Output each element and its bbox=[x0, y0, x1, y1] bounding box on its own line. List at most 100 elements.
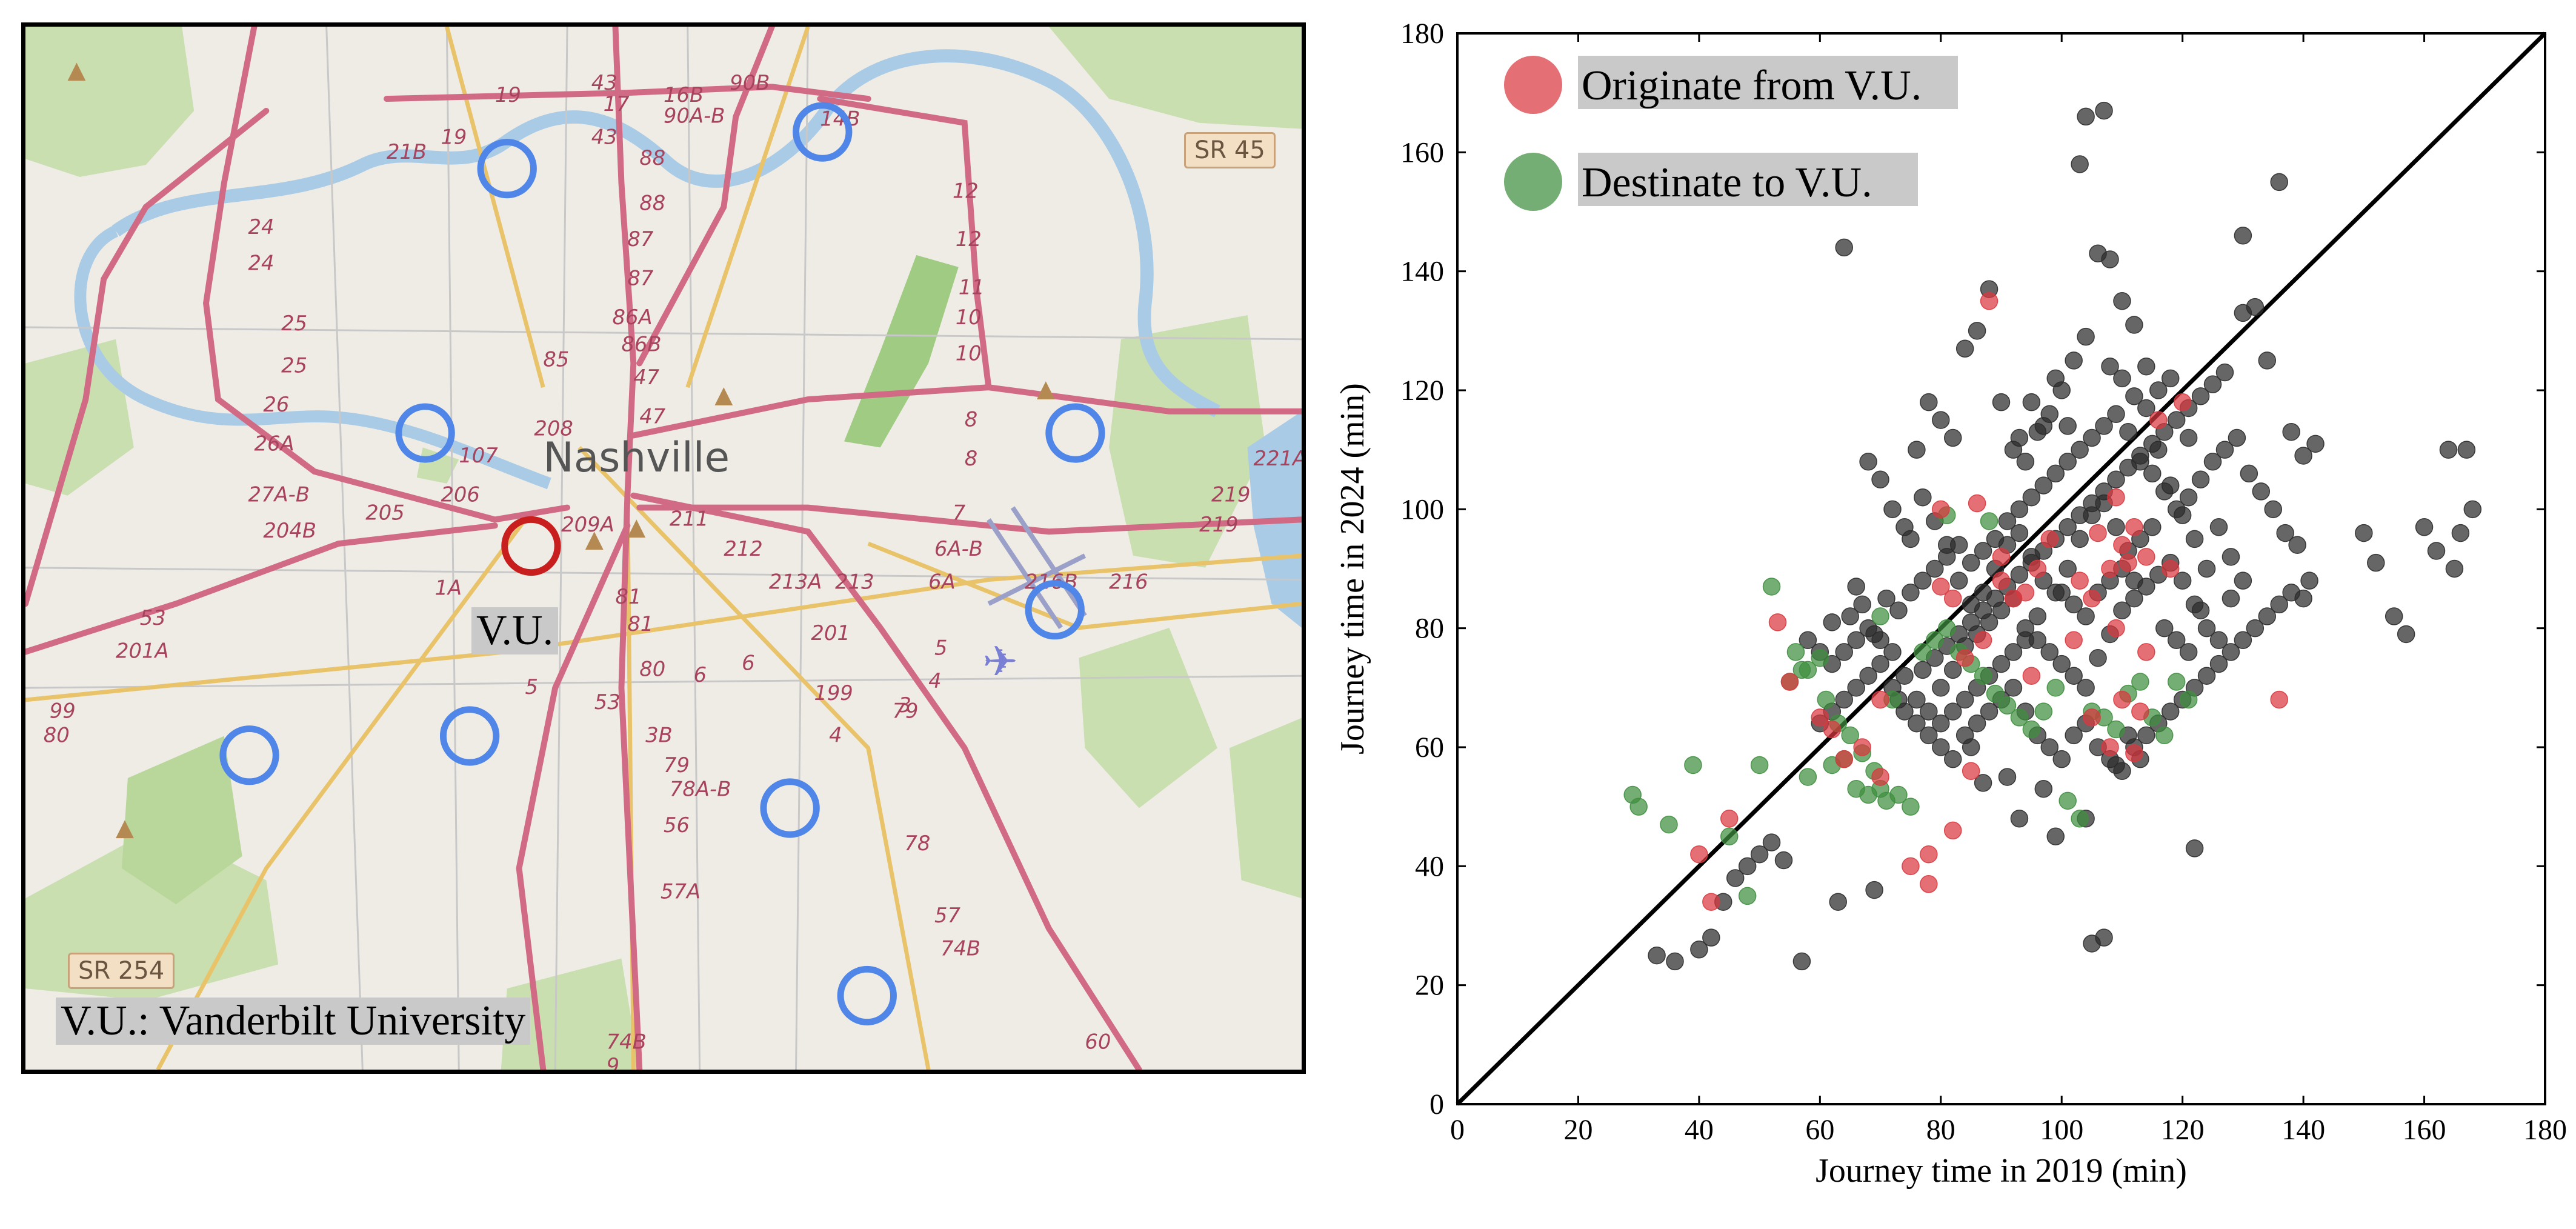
trip-point bbox=[2028, 607, 2047, 625]
trip-point bbox=[2246, 298, 2265, 316]
trip-point bbox=[2077, 607, 2095, 625]
ring-marker[interactable] bbox=[1045, 403, 1105, 463]
interstate bbox=[817, 96, 992, 391]
highway-exit-label: 86B bbox=[621, 333, 661, 356]
data-points bbox=[1623, 101, 2482, 971]
ring-marker[interactable] bbox=[395, 403, 455, 463]
interstates bbox=[25, 27, 1302, 1070]
trip-point bbox=[2052, 584, 2071, 602]
trip-point bbox=[2155, 482, 2174, 501]
x-tick-label: 60 bbox=[1805, 1114, 1834, 1146]
interstate bbox=[612, 27, 643, 1070]
highway-exit-label: 60 bbox=[1085, 1030, 1111, 1053]
minor-road bbox=[25, 567, 1302, 581]
origin-point bbox=[2113, 690, 2131, 709]
interstate bbox=[203, 27, 571, 523]
trip-point bbox=[1943, 702, 1962, 721]
origin-point bbox=[1702, 893, 1720, 911]
trip-point bbox=[1926, 559, 1944, 578]
y-tick-label: 20 bbox=[1415, 970, 1444, 1002]
trip-point bbox=[2137, 357, 2155, 376]
ring-marker[interactable] bbox=[1025, 580, 1085, 640]
runway bbox=[987, 553, 1087, 606]
airport-icon: ✈ bbox=[983, 639, 1018, 685]
arterial-road bbox=[867, 541, 1302, 630]
origin-point bbox=[2137, 643, 2155, 661]
origin-point bbox=[1974, 631, 1992, 650]
y-tick-label: 100 bbox=[1400, 493, 1444, 525]
destination-point bbox=[1738, 887, 1757, 905]
trip-point bbox=[2065, 667, 2083, 685]
trip-point bbox=[2058, 559, 2077, 578]
ring-marker[interactable] bbox=[439, 706, 500, 766]
ring-marker[interactable] bbox=[760, 778, 820, 838]
trip-point bbox=[2071, 441, 2089, 459]
trip-point bbox=[1968, 714, 1986, 733]
chart-legend: Originate from V.U. Destinate to V.U. bbox=[1504, 56, 1958, 211]
trip-point bbox=[2197, 619, 2216, 638]
runway bbox=[987, 518, 1063, 630]
trip-point bbox=[1943, 661, 1962, 679]
scatter-chart: 0 20 40 60 80 100 120 140 160 180 0 20 40 60 80 100 120 1… bbox=[1334, 18, 2567, 1190]
trip-point bbox=[2065, 351, 2083, 370]
trip-point bbox=[1962, 553, 1980, 572]
trip-point bbox=[2065, 726, 2083, 745]
trip-point bbox=[2119, 458, 2137, 477]
destination-point bbox=[1998, 696, 2017, 715]
origin-point bbox=[2101, 559, 2119, 578]
y-tick-label: 80 bbox=[1415, 613, 1444, 645]
x-tick-label: 0 bbox=[1450, 1114, 1465, 1146]
highway-exit-label: 88 bbox=[639, 146, 665, 170]
trip-point bbox=[2306, 435, 2325, 453]
trip-point bbox=[2119, 422, 2137, 441]
vu-ring-marker[interactable] bbox=[501, 516, 561, 576]
highway-exit-label: 79 bbox=[892, 699, 918, 723]
origin-point bbox=[1871, 768, 1889, 786]
minor-road bbox=[325, 27, 364, 1070]
map-panel[interactable]: ✈ 43 17 16B 90B 43 88 90A-B 14B 21B 19 19 88 12 12 24 8… bbox=[21, 22, 1306, 1074]
trip-point bbox=[2222, 589, 2240, 608]
destination-point bbox=[1986, 684, 2005, 703]
trip-point bbox=[2071, 155, 2089, 173]
trip-point bbox=[1835, 238, 1853, 257]
highway-exit-label: 80 bbox=[44, 723, 70, 747]
trip-point bbox=[2215, 363, 2234, 382]
ring-marker[interactable] bbox=[837, 965, 897, 1026]
trip-point bbox=[1986, 589, 2005, 608]
station-rings bbox=[219, 102, 1105, 1026]
ring-marker[interactable] bbox=[477, 138, 537, 199]
trip-point bbox=[1932, 679, 1950, 697]
trip-point bbox=[2222, 548, 2240, 566]
destination-point bbox=[2034, 702, 2053, 721]
trip-point bbox=[1726, 869, 1745, 887]
x-tick-label: 120 bbox=[2161, 1114, 2205, 1146]
highway-exit-label: 9 bbox=[607, 1054, 620, 1070]
trip-point bbox=[1774, 851, 1793, 870]
destination-point bbox=[1817, 690, 1835, 709]
trip-point bbox=[2161, 702, 2180, 721]
minor-roads bbox=[25, 27, 1302, 1070]
ring-marker[interactable] bbox=[219, 725, 279, 785]
interstate bbox=[636, 504, 1302, 535]
origin-point bbox=[2040, 530, 2059, 548]
highway-exit-label: 213 bbox=[835, 570, 874, 593]
origin-point bbox=[1968, 494, 1986, 513]
highway-exit-label: 201 bbox=[811, 621, 850, 645]
highway-exit-label: 56 bbox=[664, 813, 690, 837]
highway-exit-label: 6A bbox=[928, 570, 956, 593]
highway-exit-label: 24 bbox=[248, 251, 275, 275]
trip-point bbox=[1943, 750, 1962, 768]
highway-exit-label: 213A bbox=[769, 570, 822, 593]
highway-exit-label: 19 bbox=[441, 125, 467, 148]
ring-marker[interactable] bbox=[793, 102, 853, 162]
trip-point bbox=[2161, 369, 2180, 388]
interstate bbox=[636, 27, 775, 367]
highway-exit-label: 43 bbox=[591, 125, 617, 148]
trip-point bbox=[2191, 387, 2210, 405]
origin-point bbox=[2016, 584, 2035, 602]
highway-exit-label: 6 bbox=[742, 651, 755, 674]
destination-point bbox=[1889, 785, 1908, 804]
trip-point bbox=[2131, 447, 2149, 465]
highway-exit-label: 4 bbox=[829, 723, 842, 747]
